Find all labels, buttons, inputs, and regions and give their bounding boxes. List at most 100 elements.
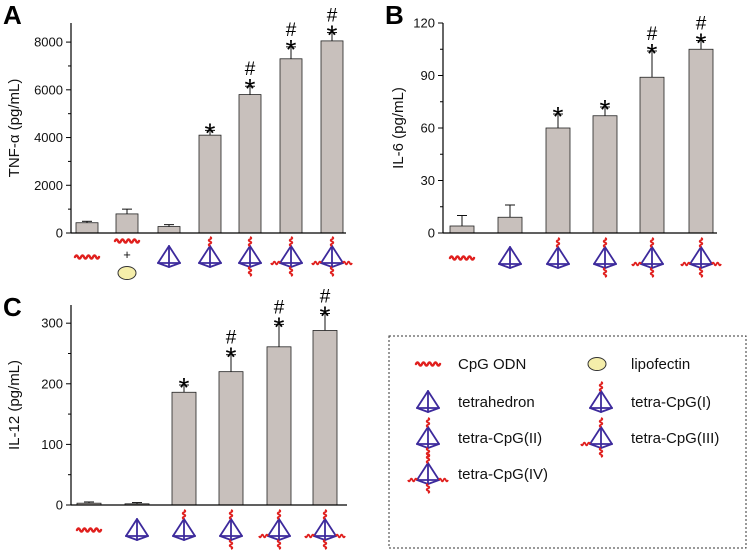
significance-hash: # (320, 286, 331, 307)
cpg-strand (425, 453, 431, 464)
bar (497, 216, 523, 234)
cpg-strand (698, 237, 704, 248)
bar (266, 346, 292, 506)
significance-star: * (647, 38, 658, 69)
legend-item-tetra-cpg-ii: tetra-CpG(II) (416, 417, 542, 458)
cpg-strand (438, 477, 449, 483)
panel-letter: B (385, 0, 404, 30)
tetrahedron-edge (589, 390, 602, 409)
significance-star: * (179, 372, 190, 403)
significance-star: * (226, 342, 237, 373)
cpg-strand (580, 441, 591, 447)
category-icon (219, 509, 243, 550)
cpg-strand (649, 237, 655, 248)
category-icon (258, 509, 291, 550)
legend-item-tetrahedron: tetrahedron (416, 390, 535, 413)
category-icon (198, 236, 222, 268)
tetrahedron-icon (219, 518, 243, 541)
cpg-odn-icon (414, 361, 442, 367)
cpg-strand (711, 261, 722, 267)
y-tick-label: 2000 (34, 178, 63, 193)
y-axis-label: IL-12 (pg/mL) (6, 360, 23, 450)
cpg-odn-icon (73, 254, 101, 260)
cpg-strand (270, 260, 281, 266)
tetrahedron-edge (238, 245, 251, 264)
tetrahedron-edge (290, 245, 303, 264)
tetrahedron-edge (427, 426, 440, 445)
tetrahedron-edge (320, 245, 333, 264)
y-tick-label: 200 (41, 376, 63, 391)
cpg-strand (598, 447, 604, 458)
significance-star: * (205, 117, 216, 148)
category-icon (631, 237, 664, 278)
y-tick-label: 100 (41, 437, 63, 452)
cpg-strand (288, 236, 294, 247)
y-tick-label: 90 (421, 68, 435, 83)
tetrahedron-icon (313, 518, 337, 541)
cpg-strand (247, 266, 253, 277)
cpg-odn-icon (448, 255, 476, 261)
tetrahedron-edge (416, 390, 429, 409)
category-icon (593, 237, 617, 278)
tetrahedron-edge (209, 245, 222, 264)
cpg-strand (602, 267, 608, 278)
cpg-strand (425, 483, 431, 494)
legend-label: tetra-CpG(II) (458, 430, 542, 447)
tetrahedron-icon (279, 245, 303, 268)
legend-item-cpg-odn: CpG ODN (414, 356, 526, 373)
bar (238, 94, 262, 234)
tetrahedron-icon (157, 245, 181, 268)
tetrahedron-icon (320, 245, 344, 268)
bar (312, 330, 338, 506)
legend-item-tetra-cpg-i: tetra-CpG(I) (589, 381, 711, 413)
tetrahedron-edge (279, 245, 292, 264)
tetrahedron-edge (689, 246, 702, 265)
tetrahedron-edge (172, 518, 185, 537)
significance-hash: # (696, 14, 707, 35)
tetrahedron-edge (604, 246, 617, 265)
tetrahedron-icon (589, 390, 613, 413)
tetrahedron-icon (125, 518, 149, 541)
category-icon (498, 246, 522, 269)
legend-label: lipofectin (631, 356, 690, 373)
cpg-strand (304, 533, 315, 539)
cpg-strand (322, 509, 328, 520)
cpg-strand (228, 509, 234, 520)
tetrahedron-edge (125, 518, 138, 537)
y-tick-label: 60 (421, 121, 435, 136)
tetrahedron-edge (324, 518, 337, 537)
legend-item-lipofectin: lipofectin (587, 356, 690, 373)
bar (592, 115, 618, 234)
significance-hash: # (647, 24, 658, 45)
tetrahedron-edge (198, 245, 211, 264)
category-icon (238, 236, 262, 277)
bar (639, 76, 665, 234)
category-icon (448, 255, 476, 261)
panel-letter: A (3, 0, 22, 30)
tetrahedron-edge (267, 518, 280, 537)
y-tick-label: 8000 (34, 35, 63, 50)
cpg-strand (322, 539, 328, 550)
bar (157, 226, 181, 234)
bar (75, 222, 99, 234)
significance-star: * (696, 28, 707, 59)
cpg-strand (181, 509, 187, 520)
panel-letter: C (3, 292, 22, 322)
tetrahedron-edge (427, 462, 440, 481)
lipofectin-icon (117, 266, 137, 280)
cpg-strand (555, 237, 561, 248)
category-icon (172, 509, 196, 541)
tetrahedron-icon (416, 462, 440, 485)
plus-sign: + (123, 247, 131, 262)
lipofectin-icon (587, 357, 607, 371)
y-tick-label: 30 (421, 173, 435, 188)
tetrahedron-edge (416, 462, 429, 481)
significance-star: * (553, 101, 564, 132)
cpg-strand (207, 236, 213, 247)
bar (320, 40, 344, 234)
tetrahedron-icon (238, 245, 262, 268)
legend: CpG ODN lipofectin tetrahedron tetra-CpG… (388, 335, 747, 549)
legend-label: CpG ODN (458, 356, 526, 373)
legend-label: tetra-CpG(III) (631, 430, 719, 447)
